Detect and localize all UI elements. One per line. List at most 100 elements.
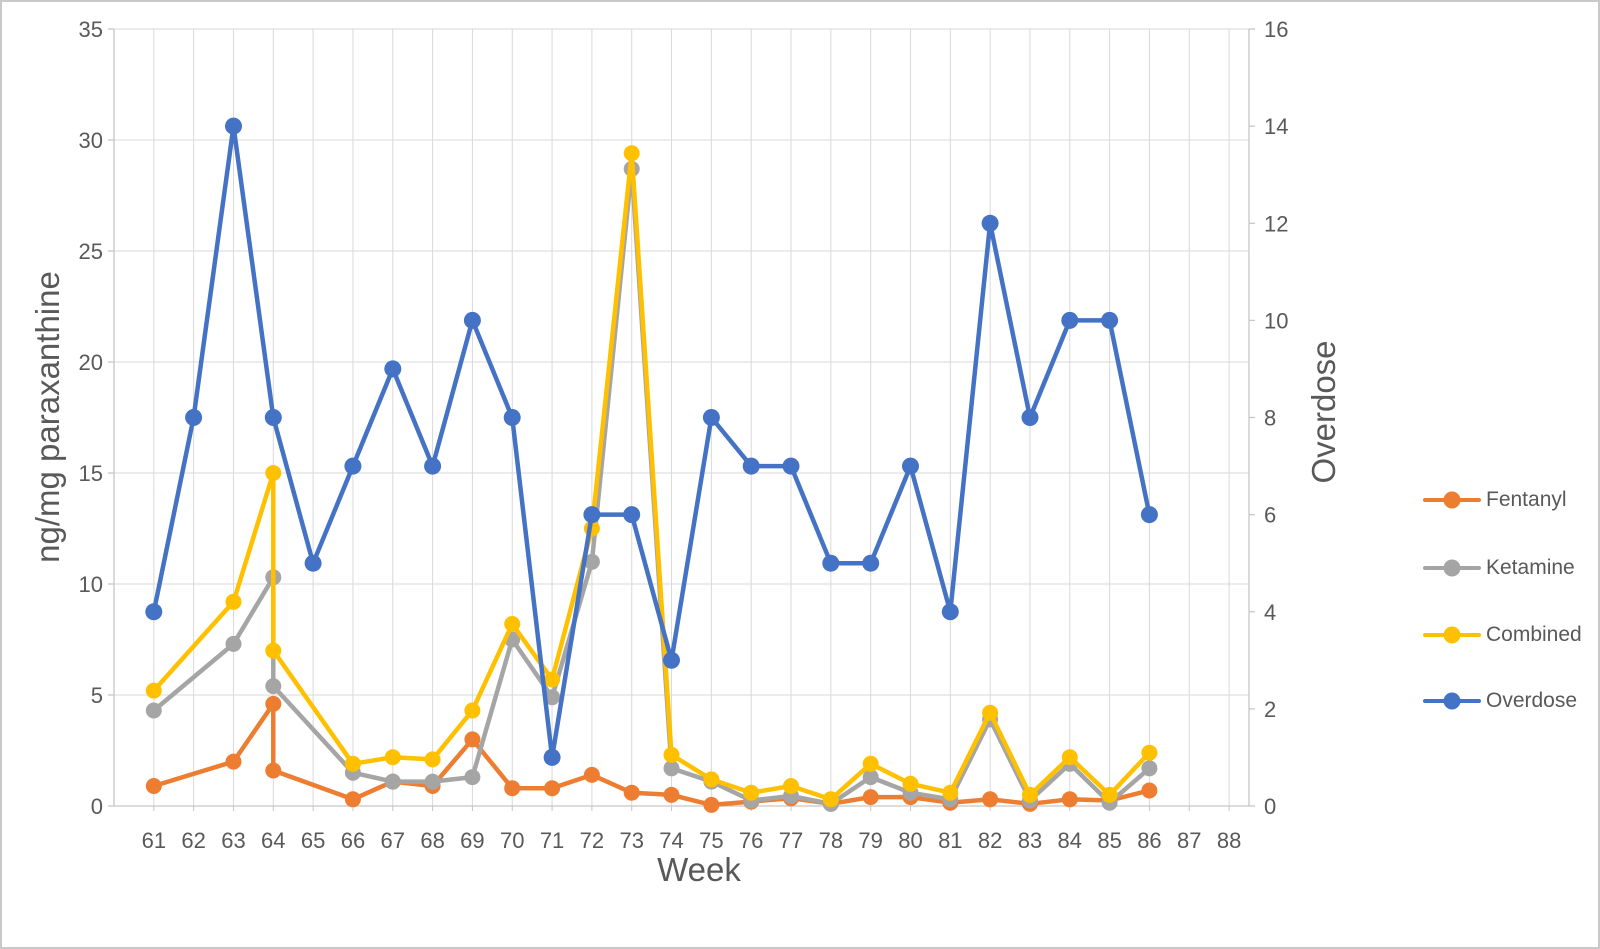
x-tick-label: 85 bbox=[1097, 828, 1121, 853]
overdose-marker bbox=[543, 748, 561, 766]
combined-marker bbox=[424, 751, 441, 768]
overdose-marker bbox=[782, 457, 800, 475]
combined-marker bbox=[265, 642, 282, 659]
combined-marker bbox=[384, 749, 401, 766]
y-left-tick-label: 35 bbox=[79, 17, 103, 42]
ketamine-marker bbox=[424, 773, 441, 790]
combined-marker bbox=[822, 791, 839, 808]
overdose-marker bbox=[941, 603, 959, 621]
fentanyl-marker bbox=[1141, 782, 1158, 799]
ketamine-marker bbox=[583, 553, 600, 570]
fentanyl-marker bbox=[265, 695, 282, 712]
fentanyl-marker bbox=[982, 791, 999, 808]
y-right-tick-label: 16 bbox=[1264, 17, 1288, 42]
overdose-marker bbox=[304, 554, 322, 572]
y-left-tick-label: 5 bbox=[91, 683, 103, 708]
legend-item-overdose: Overdose bbox=[1423, 688, 1577, 714]
overdose-marker bbox=[424, 457, 442, 475]
y-right-tick-label: 8 bbox=[1264, 406, 1276, 431]
x-tick-label: 62 bbox=[181, 828, 205, 853]
x-tick-label: 84 bbox=[1058, 828, 1082, 853]
legend-label: Ketamine bbox=[1486, 556, 1575, 579]
legend-label: Overdose bbox=[1486, 689, 1578, 712]
combined-marker bbox=[623, 145, 640, 162]
combined-marker bbox=[344, 755, 361, 772]
fentanyl-marker bbox=[1061, 791, 1078, 808]
overdose-marker bbox=[225, 117, 242, 135]
combined-marker bbox=[504, 616, 521, 632]
y-left-tick-label: 25 bbox=[79, 239, 103, 264]
fentanyl-marker bbox=[225, 753, 242, 770]
x-tick-label: 64 bbox=[261, 828, 285, 853]
ketamine-marker bbox=[862, 769, 879, 786]
x-tick-label: 71 bbox=[540, 828, 564, 853]
combined-line bbox=[151, 151, 1152, 802]
y-left-tick-label: 15 bbox=[79, 461, 103, 486]
y-left-tick-label: 20 bbox=[79, 350, 103, 375]
combined-marker bbox=[783, 778, 799, 794]
overdose-marker bbox=[145, 603, 163, 621]
overdose-marker bbox=[463, 311, 481, 329]
ketamine-marker bbox=[1141, 760, 1158, 777]
ketamine-marker bbox=[225, 635, 242, 652]
overdose-marker bbox=[862, 554, 880, 572]
overdose-marker bbox=[742, 457, 760, 475]
x-tick-label: 82 bbox=[978, 828, 1002, 853]
legend-line-marker-icon bbox=[1423, 692, 1481, 710]
combined-marker bbox=[663, 746, 680, 763]
y-right-tick-label: 6 bbox=[1264, 503, 1276, 528]
fentanyl-marker bbox=[504, 780, 521, 797]
x-tick-label: 72 bbox=[580, 828, 604, 853]
overdose-marker bbox=[583, 506, 601, 524]
combined-marker bbox=[1061, 749, 1078, 766]
fentanyl-marker bbox=[623, 784, 640, 801]
x-tick-label: 78 bbox=[819, 828, 843, 853]
ketamine-marker bbox=[464, 769, 481, 786]
x-tick-label: 88 bbox=[1217, 828, 1241, 853]
fentanyl-marker bbox=[544, 780, 561, 797]
legend-item-combined: Combined bbox=[1423, 622, 1582, 648]
overdose-marker bbox=[1021, 409, 1039, 426]
y-right-tick-label: 0 bbox=[1264, 794, 1276, 819]
overdose-marker bbox=[1101, 311, 1119, 329]
fentanyl-marker bbox=[265, 762, 282, 779]
combined-marker bbox=[982, 704, 999, 721]
overdose-marker bbox=[902, 457, 919, 475]
fentanyl-marker bbox=[464, 731, 481, 748]
legend-line-marker-icon bbox=[1423, 491, 1481, 509]
overdose-marker bbox=[702, 409, 720, 426]
overdose-marker bbox=[1140, 506, 1158, 524]
legend-item-ketamine: Ketamine bbox=[1423, 555, 1575, 581]
combined-marker bbox=[703, 771, 720, 788]
overdose-marker bbox=[663, 651, 680, 669]
combined-marker bbox=[942, 784, 959, 801]
overdose-marker bbox=[264, 409, 282, 426]
combined-marker bbox=[544, 671, 561, 688]
x-tick-label: 79 bbox=[858, 828, 882, 853]
overdose-marker bbox=[981, 214, 999, 232]
x-tick-label: 80 bbox=[898, 828, 922, 853]
x-tick-label: 69 bbox=[460, 828, 484, 853]
combined-marker bbox=[743, 784, 760, 801]
ketamine-marker bbox=[145, 702, 162, 719]
x-axis-title: Week bbox=[657, 851, 741, 888]
ketamine-marker bbox=[544, 689, 561, 706]
overdose-marker bbox=[1061, 311, 1079, 329]
y-right-tick-label: 14 bbox=[1264, 114, 1288, 139]
combined-marker bbox=[902, 775, 919, 792]
x-tick-label: 76 bbox=[739, 828, 763, 853]
x-tick-label: 74 bbox=[659, 828, 683, 853]
ketamine-marker bbox=[265, 678, 282, 695]
x-tick-label: 73 bbox=[619, 828, 643, 853]
x-tick-label: 81 bbox=[938, 828, 962, 853]
combined-marker bbox=[464, 702, 481, 719]
fentanyl-marker bbox=[663, 786, 680, 803]
y-right-tick-label: 10 bbox=[1264, 308, 1288, 333]
x-tick-label: 66 bbox=[341, 828, 365, 853]
legend-label: Fentanyl bbox=[1486, 488, 1567, 511]
overdose-marker bbox=[185, 409, 203, 426]
overdose-marker bbox=[822, 554, 840, 572]
x-tick-label: 67 bbox=[381, 828, 405, 853]
combined-marker bbox=[862, 755, 879, 772]
